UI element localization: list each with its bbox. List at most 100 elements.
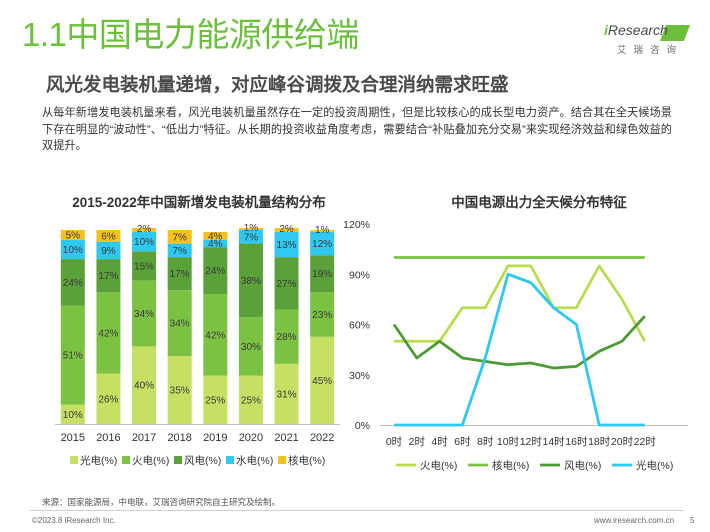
line-x-tick-label: 4时 bbox=[431, 436, 448, 448]
line-x-tick-label: 22时 bbox=[634, 436, 657, 448]
bar-data-label: 1% bbox=[244, 223, 259, 234]
bar-segment bbox=[60, 404, 85, 424]
bar-segment bbox=[96, 241, 121, 260]
bar-data-label: 42% bbox=[98, 328, 118, 339]
bar-segment bbox=[132, 251, 157, 281]
bar-segment bbox=[238, 243, 263, 318]
bar-legend-label: 光电(%) bbox=[80, 454, 117, 467]
bar-segment bbox=[132, 228, 157, 232]
bar-segment bbox=[96, 230, 121, 242]
bar-segment bbox=[167, 230, 192, 244]
line-x-tick-label: 10时 bbox=[497, 436, 520, 448]
bar-segment bbox=[96, 259, 121, 293]
bar-legend-swatch bbox=[70, 456, 78, 464]
bar-data-label: 10% bbox=[63, 245, 83, 256]
bar-segment bbox=[132, 231, 157, 252]
line-x-tick-label: 20时 bbox=[611, 436, 634, 448]
bar-data-label: 7% bbox=[172, 232, 187, 243]
bar-segment bbox=[167, 356, 192, 424]
intro-paragraph: 从每年新增发电装机量来看，风光电装机量虽然存在一定的投资周期性，但是比较核心的成… bbox=[42, 107, 672, 152]
bar-data-label: 7% bbox=[244, 232, 259, 243]
bar-segment bbox=[238, 317, 263, 376]
bar-segment bbox=[274, 363, 299, 424]
bar-data-label: 23% bbox=[312, 310, 332, 321]
iresearch-logo: iResearch 艾瑞咨询 bbox=[604, 22, 694, 62]
bar-x-tick-label: 2017 bbox=[132, 432, 156, 444]
line-series bbox=[394, 272, 645, 427]
bar-data-label: 42% bbox=[205, 330, 225, 341]
logo-mark-icon bbox=[660, 25, 690, 41]
page-title: 1.1中国电力能源供给端 bbox=[22, 16, 359, 53]
bar-segment bbox=[203, 247, 228, 295]
bar-segment bbox=[203, 294, 228, 376]
bar-segment bbox=[203, 231, 228, 240]
bar-data-label: 19% bbox=[312, 269, 332, 280]
bar-segment bbox=[60, 230, 85, 240]
bar-legend-swatch bbox=[174, 456, 182, 464]
bar-data-label: 4% bbox=[208, 239, 223, 250]
line-y-tick-label: 120% bbox=[343, 219, 370, 231]
bar-data-label: 6% bbox=[101, 231, 116, 242]
bar-segment bbox=[310, 230, 335, 232]
bar-segment bbox=[274, 309, 299, 364]
line-x-tick-label: 8时 bbox=[477, 436, 494, 448]
bar-legend-swatch bbox=[122, 456, 130, 464]
bar-data-label: 38% bbox=[241, 276, 261, 287]
line-chart: 0% 30% 60% 90% 120% 0时 2时 4时 6时 8时 10时 12时 14时 16时 18时… bbox=[343, 219, 688, 472]
bar-data-label: 1% bbox=[315, 225, 330, 236]
bar-segment bbox=[60, 239, 85, 260]
bar-data-label: 7% bbox=[172, 246, 187, 257]
bar-data-label: 4% bbox=[208, 231, 223, 242]
bar-segment bbox=[60, 305, 85, 405]
bar-data-label: 28% bbox=[277, 332, 297, 343]
bar-legend-label: 火电(%) bbox=[132, 454, 169, 467]
bar-x-tick-label: 2016 bbox=[96, 432, 120, 444]
line-x-tick-label: 6时 bbox=[454, 436, 471, 448]
bar-x-tick-label: 2019 bbox=[203, 432, 227, 444]
bar-segment bbox=[310, 231, 335, 256]
line-x-tick-label: 18时 bbox=[588, 436, 611, 448]
footer-divider bbox=[30, 510, 684, 511]
bar-legend-swatch bbox=[226, 456, 234, 464]
bar-segment bbox=[167, 290, 192, 357]
line-x-tick-label: 12时 bbox=[520, 436, 543, 448]
bar-segment bbox=[274, 231, 299, 258]
bar-segment bbox=[238, 230, 263, 244]
bar-x-tick-label: 2015 bbox=[61, 432, 85, 444]
bar-data-label: 2% bbox=[279, 224, 294, 235]
bar-data-label: 12% bbox=[312, 239, 332, 250]
bar-data-label: 25% bbox=[241, 395, 261, 406]
line-legend-label: 光电(%) bbox=[636, 459, 673, 472]
line-x-tick-label: 14时 bbox=[543, 436, 566, 448]
line-y-tick-label: 30% bbox=[349, 370, 370, 382]
line-series bbox=[394, 264, 647, 343]
bar-data-label: 24% bbox=[63, 278, 83, 289]
line-x-tick-label: 16时 bbox=[565, 436, 588, 448]
bar-data-label: 15% bbox=[134, 261, 154, 272]
source-note: 来源：国家能源局，中电联，艾瑞咨询研究院自主研究及绘制。 bbox=[42, 497, 281, 507]
bar-segment bbox=[310, 292, 335, 337]
footer-url[interactable]: www.iresearch.com.cn bbox=[594, 516, 675, 525]
bar-x-tick-label: 2021 bbox=[274, 432, 298, 444]
bar-chart-title: 2015-2022年中国新增发电装机量结构分布 bbox=[72, 195, 326, 210]
bar-data-label: 10% bbox=[134, 237, 154, 248]
bar-data-label: 10% bbox=[63, 410, 83, 421]
bar-data-label: 30% bbox=[241, 342, 261, 353]
line-legend-label: 核电(%) bbox=[492, 459, 529, 472]
bar-segment bbox=[203, 239, 228, 248]
bar-x-tick-label: 2022 bbox=[310, 432, 334, 444]
bar-data-label: 13% bbox=[277, 240, 297, 251]
bar-data-label: 25% bbox=[205, 395, 225, 406]
bar-data-label: 34% bbox=[134, 309, 154, 320]
line-x-tick-label: 0时 bbox=[386, 436, 403, 448]
bar-data-label: 51% bbox=[63, 351, 83, 362]
bar-segment bbox=[274, 228, 299, 232]
bar-segment bbox=[238, 228, 263, 230]
bar-data-label: 45% bbox=[312, 376, 332, 387]
line-x-tick-label: 2时 bbox=[409, 436, 426, 448]
bar-data-label: 35% bbox=[170, 386, 190, 397]
page-number: 5 bbox=[690, 516, 695, 525]
line-y-tick-label: 60% bbox=[349, 320, 370, 332]
bar-segment bbox=[96, 373, 121, 424]
